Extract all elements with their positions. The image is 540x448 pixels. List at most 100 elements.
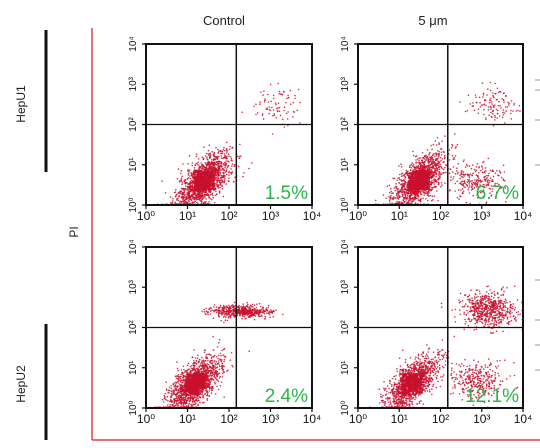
data-point	[286, 97, 288, 100]
data-point	[225, 310, 228, 313]
data-point	[409, 192, 412, 194]
data-point	[179, 400, 182, 403]
data-point	[189, 365, 192, 368]
data-point	[183, 401, 186, 403]
data-point	[211, 198, 213, 201]
data-point	[180, 402, 182, 405]
data-point	[482, 92, 485, 94]
data-point	[216, 180, 219, 183]
data-point	[402, 198, 405, 201]
data-point	[397, 198, 400, 200]
data-point	[420, 175, 423, 178]
data-point	[216, 176, 218, 178]
data-point	[214, 171, 216, 174]
data-point	[409, 165, 411, 167]
data-point	[389, 197, 391, 199]
data-point	[216, 379, 218, 381]
data-point	[504, 106, 507, 108]
data-point	[502, 92, 505, 95]
data-point	[197, 193, 199, 196]
data-point	[207, 149, 210, 152]
data-point	[179, 180, 182, 182]
data-point	[199, 166, 201, 169]
data-point	[181, 392, 183, 395]
data-point	[167, 392, 169, 394]
data-point	[417, 166, 419, 168]
data-point	[192, 192, 195, 195]
data-point	[480, 165, 483, 168]
data-point	[208, 190, 211, 193]
data-point	[188, 171, 190, 173]
data-point	[220, 152, 223, 155]
data-point	[223, 360, 225, 363]
data-point	[230, 156, 232, 158]
data-point	[209, 306, 212, 309]
data-point	[482, 161, 484, 164]
data-point	[468, 187, 470, 189]
data-point	[220, 161, 223, 163]
data-point	[432, 158, 435, 161]
data-point	[417, 197, 419, 199]
data-point	[510, 118, 513, 120]
data-point	[259, 103, 261, 105]
data-point	[461, 188, 464, 190]
data-point	[219, 167, 221, 170]
data-point	[179, 392, 182, 395]
data-point	[214, 382, 216, 385]
data-point	[393, 177, 396, 180]
data-point	[221, 185, 223, 187]
row-label-hepu1: HepU1	[14, 85, 28, 123]
data-point	[219, 365, 221, 368]
data-point	[171, 201, 174, 204]
data-point	[191, 179, 194, 182]
data-point	[277, 107, 279, 109]
data-point	[187, 405, 190, 407]
data-point	[475, 166, 478, 168]
data-point	[428, 162, 431, 164]
data-point	[393, 187, 396, 189]
data-point	[435, 179, 437, 182]
data-point	[193, 361, 196, 364]
data-point	[216, 160, 219, 163]
right-edge-marks	[535, 79, 540, 371]
data-point	[205, 365, 207, 367]
data-point	[419, 193, 422, 195]
data-point	[186, 191, 189, 194]
data-point	[175, 388, 178, 390]
data-point	[454, 172, 457, 175]
data-point	[217, 357, 219, 360]
data-point	[230, 173, 233, 175]
data-point	[477, 178, 480, 180]
data-point	[182, 404, 185, 407]
data-point	[445, 164, 447, 166]
data-point	[392, 192, 394, 194]
data-point	[203, 168, 206, 171]
data-point	[492, 105, 495, 107]
data-point	[194, 379, 197, 382]
data-point	[425, 165, 427, 168]
data-point	[492, 125, 495, 127]
data-point	[434, 170, 436, 173]
data-point	[411, 192, 414, 195]
data-point	[434, 159, 437, 162]
data-point	[398, 177, 401, 179]
data-point	[166, 395, 169, 398]
data-point	[420, 182, 423, 185]
data-point	[496, 109, 499, 112]
data-point	[198, 370, 201, 372]
data-point	[209, 156, 212, 158]
data-point	[187, 199, 190, 202]
data-point	[477, 112, 480, 115]
data-point	[223, 179, 226, 182]
data-point	[216, 346, 219, 348]
data-point	[206, 156, 208, 159]
data-point	[397, 193, 400, 196]
data-point	[434, 186, 437, 188]
data-point	[442, 168, 445, 171]
data-point	[519, 110, 521, 112]
data-point	[229, 315, 232, 318]
data-point	[193, 349, 195, 351]
data-point	[208, 353, 211, 356]
data-point	[209, 188, 212, 191]
